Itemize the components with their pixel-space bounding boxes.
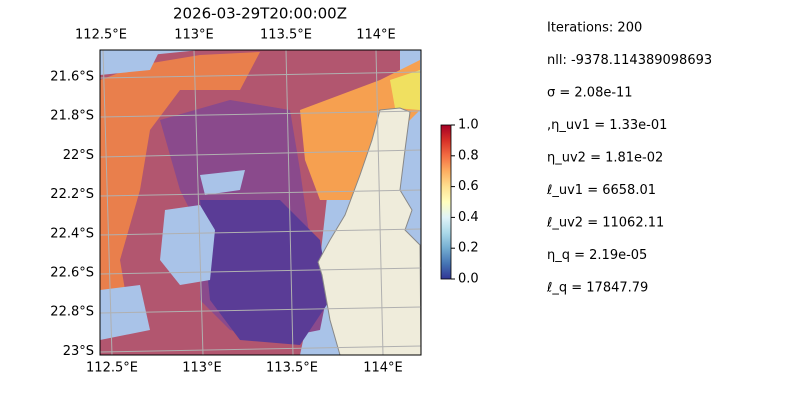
lat-label: 23°S <box>63 344 94 359</box>
lon-label: 114°E <box>363 361 403 376</box>
colorbar-tick-label: 0.8 <box>458 148 479 163</box>
ocean-patch <box>160 205 215 285</box>
lat-label: 21.8°S <box>50 109 94 124</box>
info-line: η_uv2 = 1.81e-02 <box>547 151 663 166</box>
lon-label: 112.5°E <box>86 361 138 376</box>
info-line: ℓ_q = 17847.79 <box>546 281 648 296</box>
lon-label: 113°E <box>182 361 222 376</box>
land <box>317 107 421 355</box>
colorbar-tick-label: 0.6 <box>458 179 479 194</box>
field-peak <box>390 70 420 110</box>
lon-label: 114°E <box>356 28 396 43</box>
lon-label: 113.5°E <box>260 28 312 43</box>
graticule <box>100 50 421 355</box>
info-line: σ = 2.08e-11 <box>547 86 633 101</box>
colorbar-tick-label: 1.0 <box>458 118 479 133</box>
field-high <box>100 52 260 330</box>
colorbar <box>440 124 452 280</box>
field-high <box>300 60 420 200</box>
info-line: ℓ_uv1 = 6658.01 <box>546 183 656 198</box>
map-field <box>100 50 421 355</box>
lon-label: 113.5°E <box>266 361 318 376</box>
ocean-patch <box>100 50 160 75</box>
lat-label: 22.8°S <box>50 305 94 320</box>
map-title: 2026-03-29T20:00:00Z <box>173 5 347 23</box>
info-line: Iterations: 200 <box>547 21 642 36</box>
lat-label: 22.4°S <box>50 226 94 241</box>
colorbar-tick-label: 0.2 <box>458 241 479 256</box>
colorbar-tick-label: 0.4 <box>458 210 479 225</box>
info-line: η_q = 2.19e-05 <box>547 248 647 263</box>
colorbar-tick-label: 0.0 <box>458 272 479 287</box>
lat-label: 22.2°S <box>50 187 94 202</box>
field-lowest <box>200 200 330 345</box>
lon-label: 112.5°E <box>75 28 127 43</box>
info-line: ℓ_uv2 = 11062.11 <box>546 216 664 231</box>
lat-label: 22°S <box>63 148 94 163</box>
lat-label: 22.6°S <box>50 266 94 281</box>
map-frame <box>99 49 422 356</box>
info-line: ,η_uv1 = 1.33e-01 <box>547 118 667 133</box>
lon-label: 113°E <box>174 28 214 43</box>
info-line: nll: -9378.114389098693 <box>547 53 712 68</box>
lat-label: 21.6°S <box>50 70 94 85</box>
ocean-patch <box>200 170 245 195</box>
